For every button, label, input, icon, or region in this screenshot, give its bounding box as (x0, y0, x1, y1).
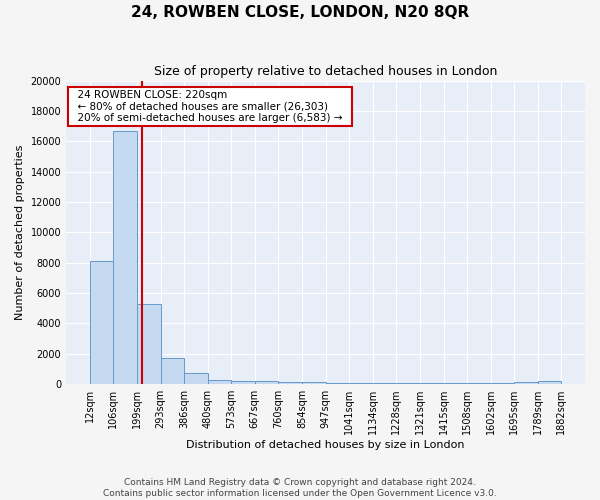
Bar (443, 383, 467, 384)
Bar (538, 381, 562, 384)
Bar (113, 130, 137, 384)
Bar (349, 382, 373, 384)
Text: 24 ROWBEN CLOSE: 220sqm  
  ← 80% of detached houses are smaller (26,303)  
  20: 24 ROWBEN CLOSE: 220sqm ← 80% of detache… (71, 90, 349, 123)
Bar (278, 382, 302, 384)
Bar (137, 304, 161, 384)
Bar (420, 383, 443, 384)
Text: 24, ROWBEN CLOSE, LONDON, N20 8QR: 24, ROWBEN CLOSE, LONDON, N20 8QR (131, 5, 469, 20)
Y-axis label: Number of detached properties: Number of detached properties (15, 144, 25, 320)
Text: Contains HM Land Registry data © Crown copyright and database right 2024.
Contai: Contains HM Land Registry data © Crown c… (103, 478, 497, 498)
Bar (255, 382, 278, 384)
Bar (184, 374, 208, 384)
Bar (161, 358, 184, 384)
Bar (208, 380, 231, 384)
Title: Size of property relative to detached houses in London: Size of property relative to detached ho… (154, 65, 497, 78)
Bar (397, 383, 420, 384)
Bar (326, 382, 349, 384)
X-axis label: Distribution of detached houses by size in London: Distribution of detached houses by size … (187, 440, 465, 450)
Bar (373, 382, 397, 384)
Bar (231, 381, 255, 384)
Bar (90, 261, 113, 384)
Bar (514, 382, 538, 384)
Bar (302, 382, 326, 384)
